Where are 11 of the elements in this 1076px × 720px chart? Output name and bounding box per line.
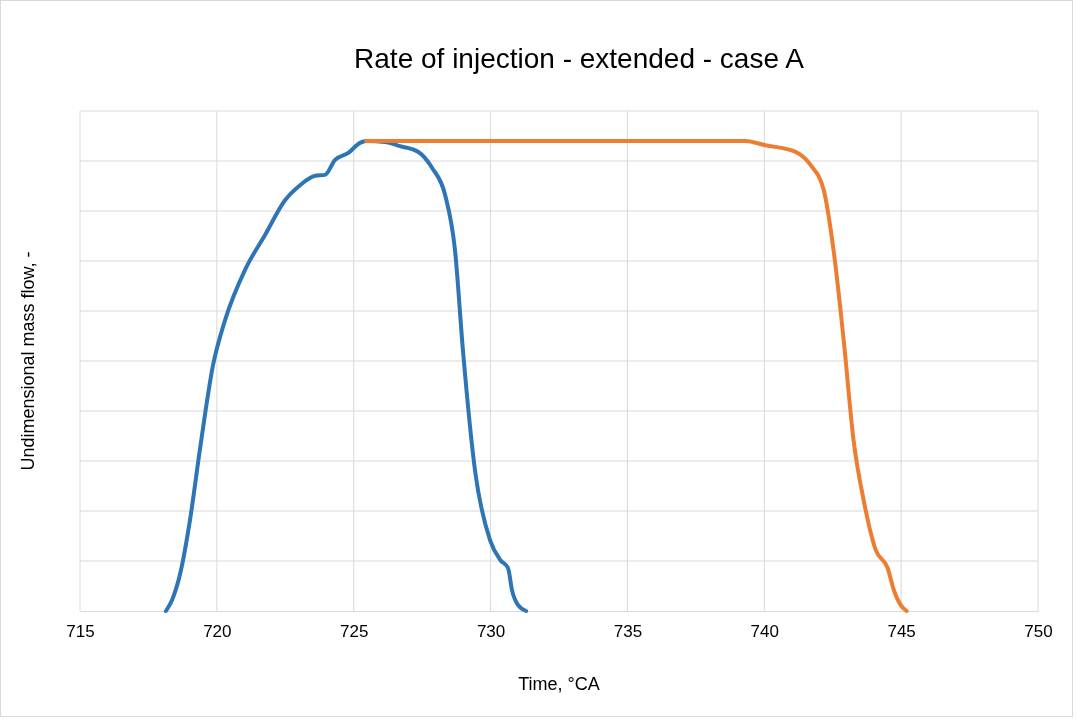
x-tick-label: 740 xyxy=(750,622,779,642)
chart-title: Rate of injection - extended - case A xyxy=(354,43,805,74)
y-axis-title: Undimensional mass flow, - xyxy=(18,251,38,471)
x-tick-label: 720 xyxy=(203,622,232,642)
x-tick-label: 750 xyxy=(1024,622,1053,642)
x-tick-label: 745 xyxy=(887,622,916,642)
x-tick-label: 715 xyxy=(66,622,95,642)
x-tick-label: 725 xyxy=(340,622,369,642)
x-tick-label: 735 xyxy=(613,622,643,642)
x-tick-label: 730 xyxy=(476,622,506,642)
x-axis-title: Time, °CA xyxy=(518,674,600,694)
